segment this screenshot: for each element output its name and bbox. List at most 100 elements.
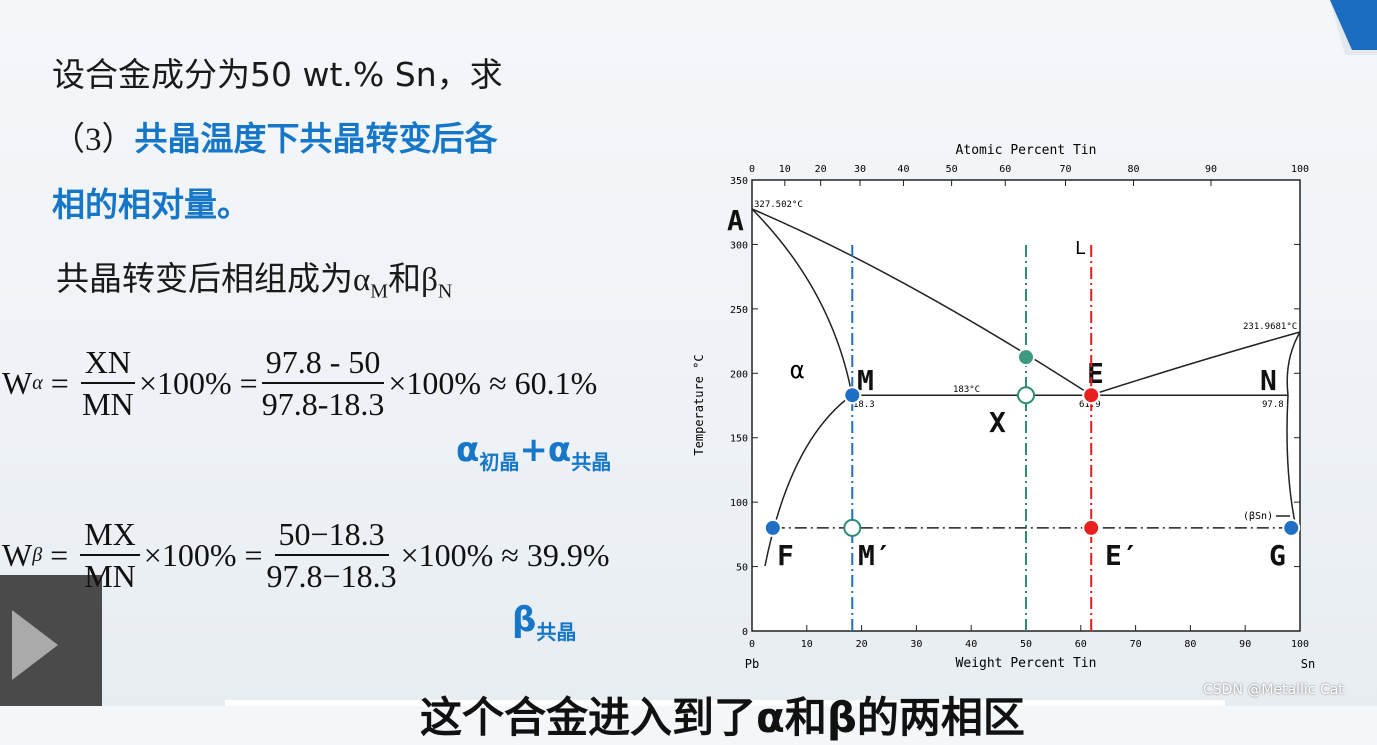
note-sub: 共晶 bbox=[571, 449, 612, 474]
top-tick-label: 0 bbox=[749, 164, 755, 175]
formula-lhs: W bbox=[2, 364, 33, 401]
note-sub: 共晶 bbox=[536, 619, 577, 644]
note: β bbox=[512, 600, 537, 640]
part-title-2: 相的相对量。 bbox=[52, 185, 250, 224]
formula-beta-note: β共晶 bbox=[512, 600, 576, 645]
banner-accent bbox=[1330, 0, 1377, 50]
y-tick-label: 150 bbox=[730, 434, 748, 445]
solvus bbox=[1286, 331, 1301, 529]
point-label: E bbox=[1087, 357, 1104, 390]
formula-mid: ×100% = bbox=[143, 536, 263, 573]
note: 18.3 bbox=[853, 400, 875, 410]
top-tick-label: 10 bbox=[779, 164, 791, 175]
phase-diagram: L α 327.502°C 231.9681°C 183°C 18.3 61.9… bbox=[692, 143, 1315, 671]
y-tick-label: 100 bbox=[730, 498, 748, 509]
denominator: MN bbox=[84, 558, 136, 594]
slide-background bbox=[0, 0, 1377, 706]
formula-sub: β bbox=[32, 543, 43, 566]
phase-text: 共晶转变后相组成为 bbox=[56, 259, 353, 298]
point-label: G bbox=[1269, 539, 1286, 572]
phase-label: L bbox=[1075, 238, 1086, 259]
phase-point bbox=[1017, 386, 1035, 405]
x-tick-label: 20 bbox=[856, 639, 868, 650]
formula-eq: = bbox=[50, 364, 69, 401]
part-line: （3）共晶温度下共晶转变后各 bbox=[52, 112, 498, 160]
x-tick-label: 60 bbox=[1075, 639, 1087, 650]
formula-result: ×100% ≈ 39.9% bbox=[400, 536, 610, 573]
numerator: MX bbox=[80, 514, 140, 556]
point-label: F bbox=[777, 539, 794, 572]
formula-mid: ×100% = bbox=[138, 364, 258, 401]
formula-lhs: W bbox=[2, 536, 33, 573]
point-label: N bbox=[1260, 364, 1277, 397]
phase-label: α bbox=[790, 356, 804, 384]
phase-point bbox=[843, 518, 862, 537]
point-label: E′ bbox=[1105, 539, 1139, 572]
caption-band bbox=[225, 700, 1225, 706]
numerator: XN bbox=[80, 342, 135, 384]
y-tick-label: 250 bbox=[730, 305, 748, 316]
denominator: 97.8-18.3 bbox=[261, 386, 385, 422]
numerator: 50−18.3 bbox=[274, 514, 389, 556]
liquidus bbox=[751, 208, 1092, 396]
phase-point bbox=[1282, 518, 1301, 537]
point-label: M′ bbox=[858, 539, 892, 572]
axis-end-label: Pb bbox=[745, 657, 759, 671]
x-tick-label: 80 bbox=[1184, 639, 1196, 650]
y-tick-label: 200 bbox=[730, 369, 748, 380]
denominator: 97.8−18.3 bbox=[266, 558, 397, 594]
top-axis-title: Atomic Percent Tin bbox=[956, 143, 1097, 158]
fraction: 50−18.3 97.8−18.3 bbox=[267, 514, 397, 596]
top-tick-label: 70 bbox=[1059, 164, 1071, 175]
y-axis-title: Temperature °C bbox=[692, 354, 706, 455]
numerator: 97.8 - 50 bbox=[261, 342, 385, 384]
x-tick-label: 90 bbox=[1239, 639, 1251, 650]
phase-and: 和 bbox=[388, 259, 422, 298]
phase-point bbox=[763, 518, 782, 537]
phase-a: α bbox=[353, 262, 371, 298]
phase-line: 共晶转变后相组成为αM和βN bbox=[56, 252, 452, 304]
note: 183°C bbox=[953, 385, 980, 395]
x-tick-label: 100 bbox=[1291, 639, 1309, 650]
top-tick-label: 80 bbox=[1127, 164, 1139, 175]
x-tick-label: 50 bbox=[1020, 639, 1032, 650]
phase-b-sub: N bbox=[437, 280, 453, 303]
top-tick-label: 90 bbox=[1205, 164, 1217, 175]
watermark: CSDN @Metallic Cat bbox=[1203, 682, 1344, 698]
formula-alpha-note: α初晶+α共晶 bbox=[456, 430, 611, 475]
phase-point bbox=[1017, 348, 1035, 367]
subtitle-caption: 这个合金进入到了α和β的两相区 bbox=[420, 693, 1025, 742]
point-label: A bbox=[727, 204, 744, 237]
note: α bbox=[547, 430, 572, 470]
top-tick-label: 20 bbox=[815, 164, 827, 175]
point-label: X bbox=[989, 406, 1006, 439]
formula-eq: = bbox=[50, 536, 69, 573]
note: 61.9 bbox=[1079, 400, 1101, 410]
question-text: 设合金成分为50 wt.% Sn，求 bbox=[52, 55, 503, 94]
note: 231.9681°C bbox=[1243, 322, 1297, 332]
x-tick-label: 10 bbox=[801, 639, 813, 650]
x-tick-label: 30 bbox=[910, 639, 922, 650]
y-tick-label: 350 bbox=[730, 176, 748, 187]
part-title: 共晶温度下共晶转变后各 bbox=[134, 119, 498, 158]
formula-sub: α bbox=[32, 371, 43, 394]
phase-point bbox=[1082, 518, 1101, 537]
phase-point bbox=[1082, 386, 1101, 405]
x-tick-label: 0 bbox=[749, 639, 755, 650]
part-number: （3） bbox=[52, 122, 135, 158]
fraction: XN MN bbox=[80, 342, 135, 424]
note: (βSn) bbox=[1243, 511, 1273, 522]
top-tick-label: 60 bbox=[999, 164, 1011, 175]
top-tick-label: 30 bbox=[854, 164, 866, 175]
point-label: M bbox=[857, 364, 874, 397]
y-tick-label: 0 bbox=[742, 627, 748, 638]
phase-a-sub: M bbox=[370, 280, 389, 303]
note: α bbox=[456, 430, 480, 470]
point-labels: A M E N X F M′ E′ G bbox=[727, 204, 1286, 572]
fraction: 97.8 - 50 97.8-18.3 bbox=[261, 342, 385, 424]
question: 设合金成分为50 wt.% Sn，求 bbox=[52, 48, 503, 96]
top-tick-label: 100 bbox=[1291, 164, 1309, 175]
formula-result: ×100% ≈ 60.1% bbox=[388, 364, 598, 401]
